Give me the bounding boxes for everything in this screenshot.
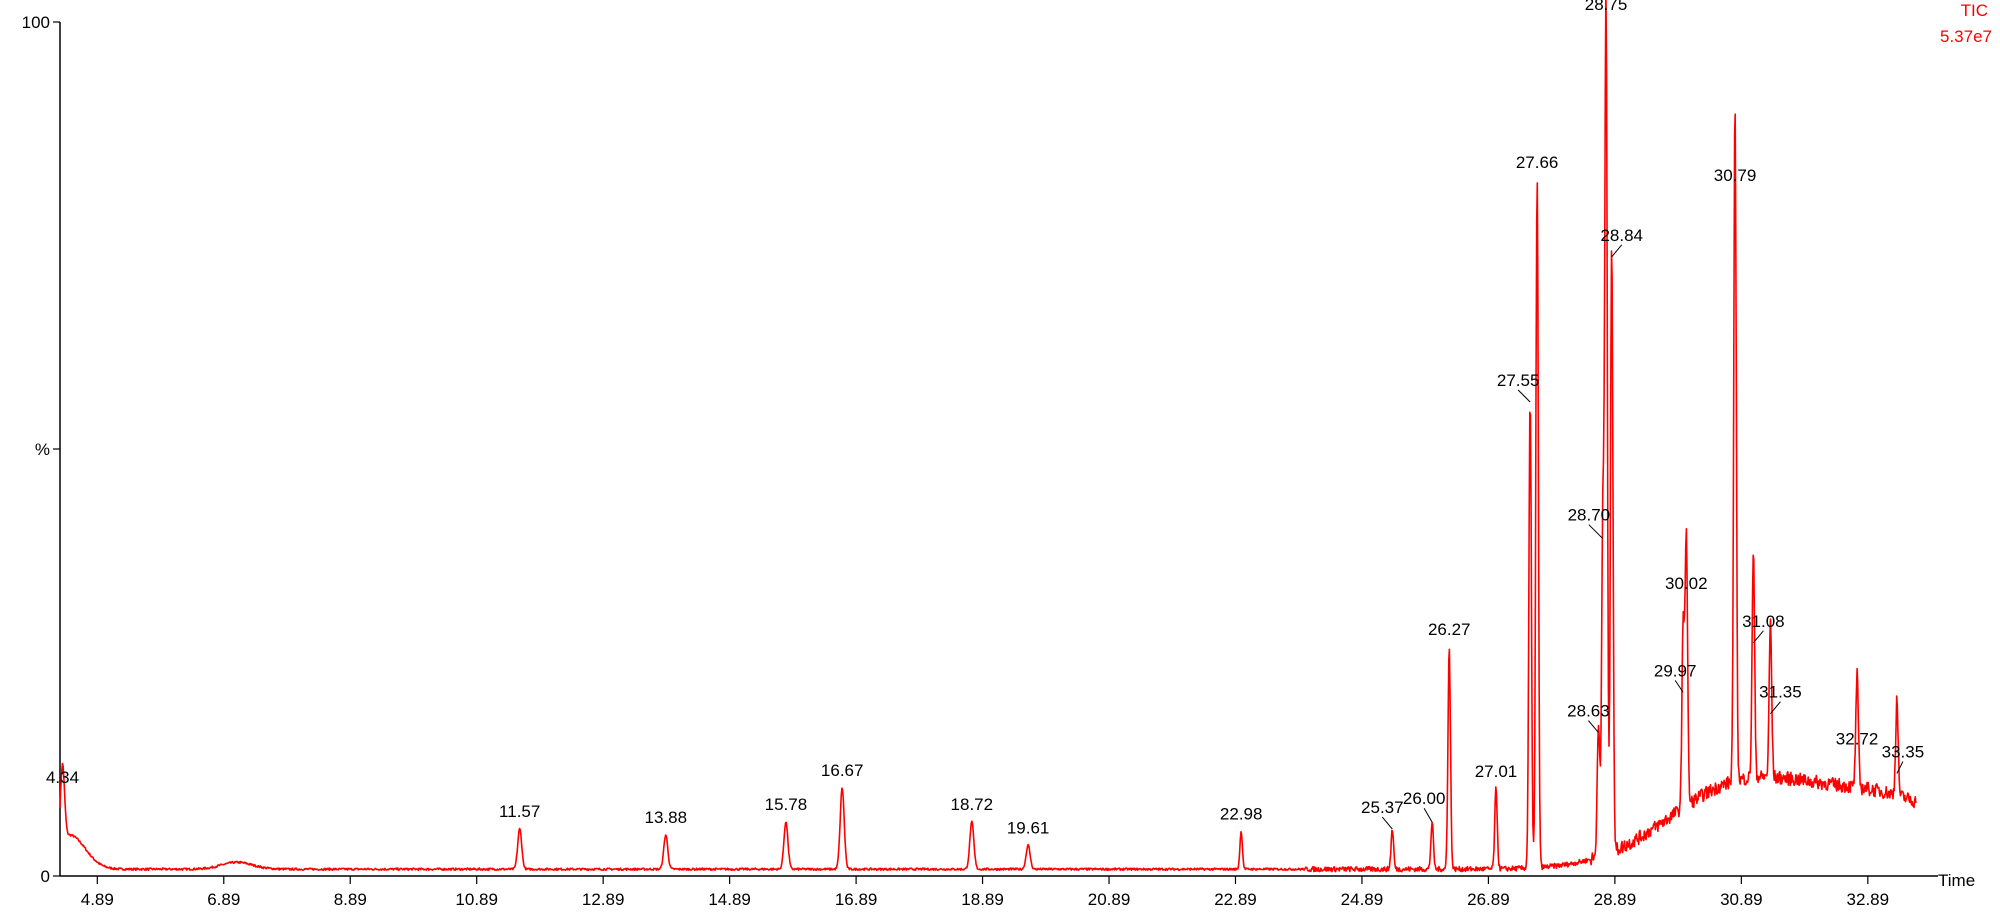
peak-label: 13.88 [644,808,687,827]
x-tick-label: 10.89 [455,890,498,909]
trace-name-label: TIC [1961,1,1988,20]
x-tick-label: 24.89 [1341,890,1384,909]
peak-label: 27.01 [1475,762,1518,781]
x-tick-label: 32.89 [1847,890,1890,909]
peak-label: 15.78 [765,795,808,814]
x-tick-label: 16.89 [835,890,878,909]
peak-label: 30.02 [1665,574,1708,593]
peak-label: 11.57 [499,802,540,821]
peak-label: 28.75 [1585,0,1628,14]
x-tick-label: 20.89 [1088,890,1131,909]
trace-scale-label: 5.37e7 [1940,27,1992,46]
x-tick-label: 6.89 [207,890,240,909]
y-tick-label: 100 [22,13,50,32]
peak-label: 19.61 [1007,818,1050,837]
peak-label: 27.55 [1497,371,1540,390]
x-tick-label: 8.89 [334,890,367,909]
peak-label: 18.72 [951,795,994,814]
tic-trace-line [59,0,1917,873]
x-tick-label: 4.89 [81,890,114,909]
x-tick-label: 22.89 [1214,890,1257,909]
peak-label: 22.98 [1220,805,1263,824]
peak-label: 4.34 [46,768,79,787]
peak-label: 25.37 [1361,798,1404,817]
x-tick-label: 12.89 [582,890,625,909]
peak-label: 26.27 [1428,620,1471,639]
peak-label: 32.72 [1836,729,1879,748]
peak-leader-line [1588,524,1604,540]
x-tick-label: 28.89 [1594,890,1637,909]
peak-leader-line [1752,630,1764,644]
y-tick-label: % [35,440,50,459]
peak-label: 31.08 [1742,612,1785,631]
x-tick-label: 14.89 [708,890,751,909]
x-tick-label: 18.89 [961,890,1004,909]
axes [59,22,1938,877]
peak-leader-line [1611,244,1623,258]
y-ticks: 100% 0 [22,13,60,886]
peak-leader-line [1674,680,1684,693]
peak-label: 28.84 [1600,226,1643,245]
peak-leader-line [1381,816,1393,830]
x-tick-label: 30.89 [1720,890,1763,909]
peak-label: 28.63 [1567,702,1610,721]
peak-leader-line [1588,720,1599,733]
peak-label: 29.97 [1654,661,1697,680]
y-tick-label: 0 [41,867,50,886]
peak-label: 16.67 [821,761,864,780]
peak-label: 30.79 [1714,166,1757,185]
x-ticks: 4.89 6.89 8.89 10.89 12.89 14.89 16.89 18.89 20.… [81,876,1889,909]
peak-leader-line [1423,807,1433,823]
peak-label: 31.35 [1759,683,1802,702]
peak-leader-line [1517,389,1531,403]
peak-leader-line [1770,701,1781,715]
peak-labels: 4.34 11.57 13.88 15.78 16.67 18.72 19.61 22.98 2… [46,0,1924,837]
peak-label: 28.70 [1568,506,1611,525]
x-axis-label: Time [1938,871,1975,890]
peak-label: 26.00 [1403,789,1446,808]
peak-leader-line [1896,761,1904,774]
peak-label: 33.35 [1882,743,1925,762]
x-tick-label: 26.89 [1467,890,1510,909]
peak-label: 27.66 [1516,153,1559,172]
